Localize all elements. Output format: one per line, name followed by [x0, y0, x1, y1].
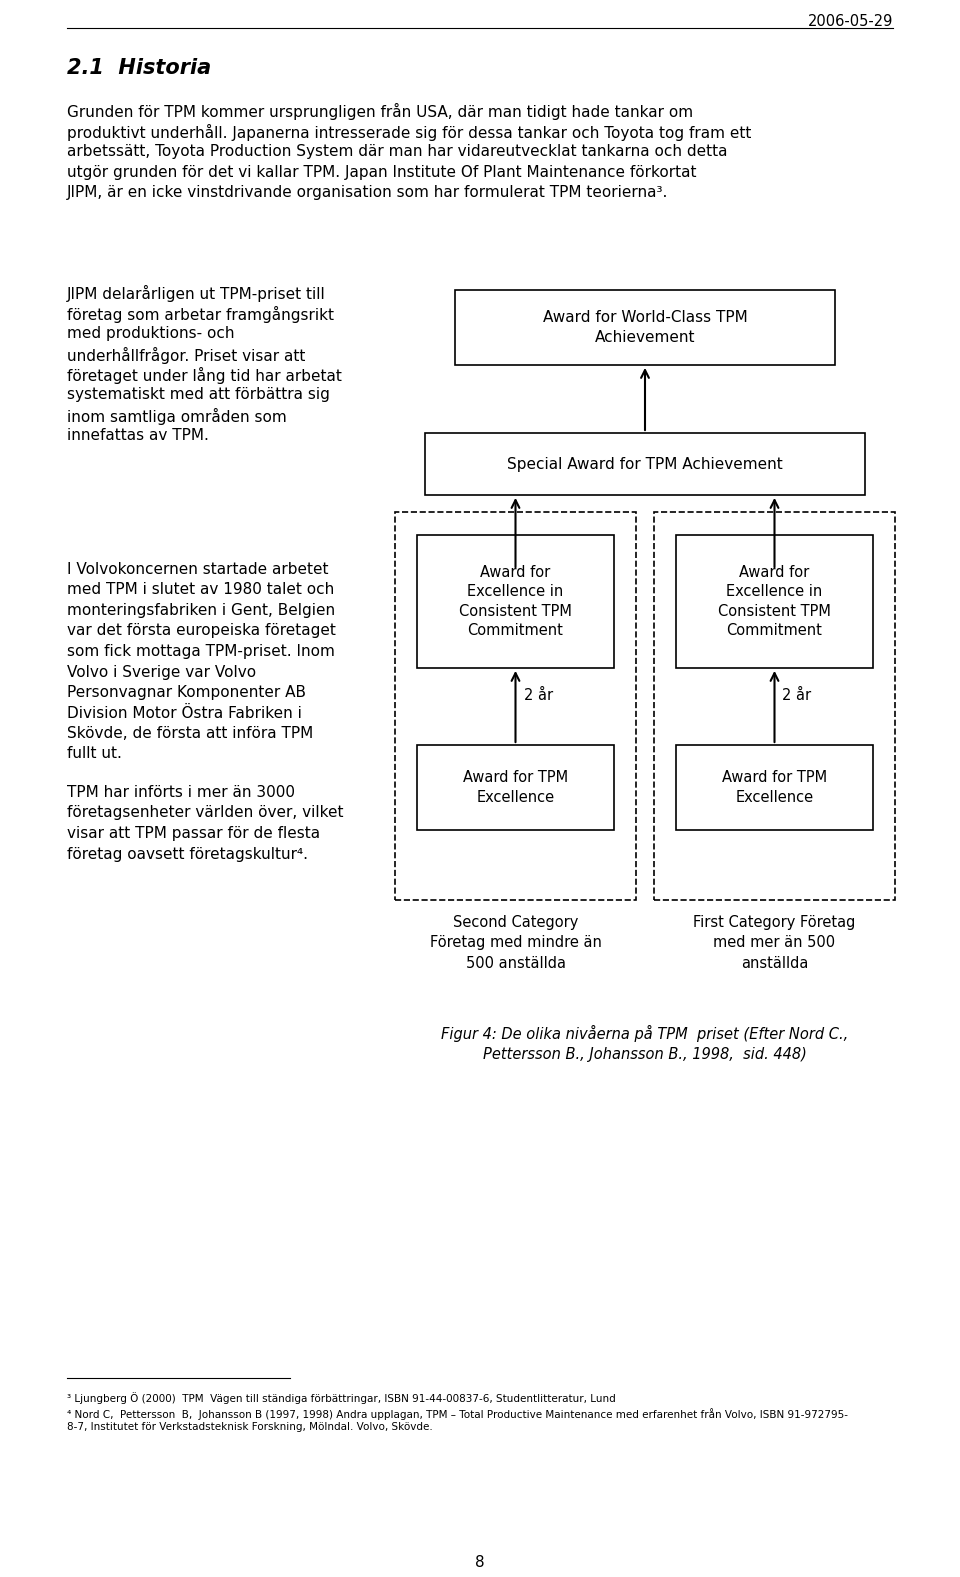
Text: 2 år: 2 år	[782, 688, 811, 702]
Text: Special Award for TPM Achievement: Special Award for TPM Achievement	[507, 456, 782, 472]
Text: Skövde, de första att införa TPM: Skövde, de första att införa TPM	[67, 725, 313, 741]
Text: ⁴ Nord C,  Pettersson  B,  Johansson B (1997, 1998) Andra upplagan, TPM – Total : ⁴ Nord C, Pettersson B, Johansson B (199…	[67, 1408, 848, 1419]
Text: 2 år: 2 år	[523, 688, 553, 702]
Text: Grunden för TPM kommer ursprungligen från USA, där man tidigt hade tankar om: Grunden för TPM kommer ursprungligen frå…	[67, 103, 693, 120]
FancyBboxPatch shape	[417, 744, 614, 830]
FancyBboxPatch shape	[676, 535, 873, 669]
Text: produktivt underhåll. Japanerna intresserade sig för dessa tankar och Toyota tog: produktivt underhåll. Japanerna intresse…	[67, 123, 752, 140]
Text: monteringsfabriken i Gent, Belgien: monteringsfabriken i Gent, Belgien	[67, 602, 335, 618]
Text: 8-7, Institutet för Verkstadsteknisk Forskning, Mölndal. Volvo, Skövde.: 8-7, Institutet för Verkstadsteknisk For…	[67, 1422, 433, 1432]
Text: med TPM i slutet av 1980 talet och: med TPM i slutet av 1980 talet och	[67, 582, 334, 598]
Text: Figur 4: De olika nivåerna på TPM  priset (Efter Nord C.,
Pettersson B., Johanss: Figur 4: De olika nivåerna på TPM priset…	[442, 1025, 849, 1063]
Text: Second Category
Företag med mindre än
500 anställda: Second Category Företag med mindre än 50…	[429, 915, 601, 971]
Text: 2.1  Historia: 2.1 Historia	[67, 58, 211, 77]
Text: Award for TPM
Excellence: Award for TPM Excellence	[463, 771, 568, 804]
FancyBboxPatch shape	[417, 535, 614, 669]
Text: Division Motor Östra Fabriken i: Division Motor Östra Fabriken i	[67, 705, 301, 721]
Text: systematiskt med att förbättra sig: systematiskt med att förbättra sig	[67, 388, 330, 402]
Text: I Volvokoncernen startade arbetet: I Volvokoncernen startade arbetet	[67, 561, 328, 577]
Text: Award for World-Class TPM
Achievement: Award for World-Class TPM Achievement	[542, 311, 748, 345]
Text: Volvo i Sverige var Volvo: Volvo i Sverige var Volvo	[67, 664, 256, 680]
Text: Award for TPM
Excellence: Award for TPM Excellence	[722, 771, 828, 804]
Text: visar att TPM passar för de flesta: visar att TPM passar för de flesta	[67, 826, 320, 841]
Text: var det första europeiska företaget: var det första europeiska företaget	[67, 623, 336, 639]
Text: Award for
Excellence in
Consistent TPM
Commitment: Award for Excellence in Consistent TPM C…	[459, 565, 572, 637]
Text: Personvagnar Komponenter AB: Personvagnar Komponenter AB	[67, 684, 306, 700]
Text: företag som arbetar framgångsrikt: företag som arbetar framgångsrikt	[67, 306, 334, 323]
Text: 2006-05-29: 2006-05-29	[807, 14, 893, 28]
Text: arbetssätt, Toyota Production System där man har vidareutvecklat tankarna och de: arbetssätt, Toyota Production System där…	[67, 144, 728, 159]
Text: företagsenheter världen över, vilket: företagsenheter världen över, vilket	[67, 806, 344, 820]
Text: företaget under lång tid har arbetat: företaget under lång tid har arbetat	[67, 367, 342, 385]
Text: First Category Företag
med mer än 500
anställda: First Category Företag med mer än 500 an…	[693, 915, 855, 971]
FancyBboxPatch shape	[455, 290, 835, 364]
Text: 8: 8	[475, 1555, 485, 1571]
Text: underhållfrågor. Priset visar att: underhållfrågor. Priset visar att	[67, 347, 305, 364]
Text: företag oavsett företagskultur⁴.: företag oavsett företagskultur⁴.	[67, 847, 308, 861]
Text: JIPM, är en icke vinstdrivande organisation som har formulerat TPM teorierna³.: JIPM, är en icke vinstdrivande organisat…	[67, 185, 668, 200]
FancyBboxPatch shape	[676, 744, 873, 830]
Text: JIPM delarårligen ut TPM-priset till: JIPM delarårligen ut TPM-priset till	[67, 285, 325, 303]
Text: TPM har införts i mer än 3000: TPM har införts i mer än 3000	[67, 785, 295, 800]
FancyBboxPatch shape	[654, 513, 895, 900]
Text: utgör grunden för det vi kallar TPM. Japan Institute Of Plant Maintenance förkor: utgör grunden för det vi kallar TPM. Jap…	[67, 164, 697, 180]
FancyBboxPatch shape	[395, 513, 636, 900]
FancyBboxPatch shape	[425, 434, 865, 495]
Text: inom samtliga områden som: inom samtliga områden som	[67, 408, 287, 426]
Text: fullt ut.: fullt ut.	[67, 746, 122, 762]
Text: som fick mottaga TPM-priset. Inom: som fick mottaga TPM-priset. Inom	[67, 643, 335, 659]
Text: ³ Ljungberg Ö (2000)  TPM  Vägen till ständiga förbättringar, ISBN 91-44-00837-6: ³ Ljungberg Ö (2000) TPM Vägen till stän…	[67, 1392, 615, 1404]
Text: innefattas av TPM.: innefattas av TPM.	[67, 429, 209, 443]
Text: med produktions- och: med produktions- och	[67, 326, 234, 341]
Text: Award for
Excellence in
Consistent TPM
Commitment: Award for Excellence in Consistent TPM C…	[718, 565, 831, 637]
